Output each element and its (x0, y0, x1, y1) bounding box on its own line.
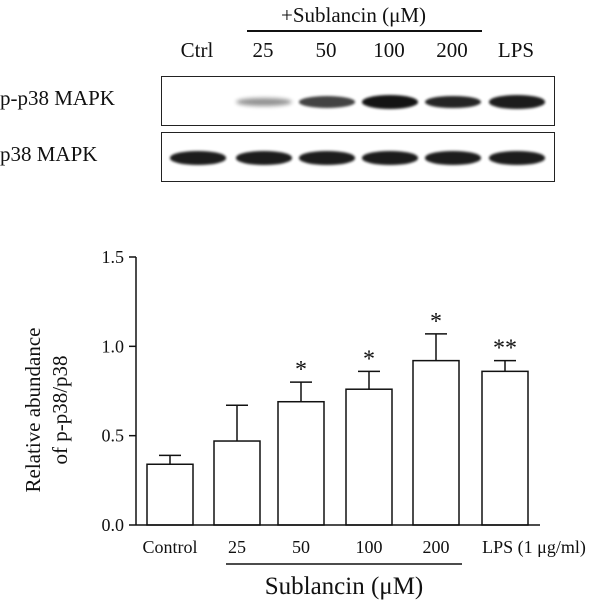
band-row1-lane5 (489, 151, 545, 165)
y-tick-label: 1.5 (102, 247, 125, 267)
significance-marker: * (363, 346, 375, 372)
band-row0-lane2 (299, 96, 355, 108)
band-row0-lane5 (489, 95, 545, 109)
lane-label-3: 100 (373, 38, 405, 62)
y-axis: 0.0 0.5 1.0 1.5 (102, 247, 137, 535)
blot-strip-p38 (161, 132, 555, 182)
bar (481, 370, 529, 526)
y-tick-label: 0.5 (102, 426, 125, 446)
y-tick-label: 0.0 (102, 515, 125, 535)
bar (345, 388, 393, 526)
significance-marker: ** (493, 336, 517, 362)
bar (213, 440, 261, 526)
bar (412, 359, 460, 526)
treatment-header-line (247, 30, 482, 32)
significance-marker: * (295, 357, 307, 383)
band-row0-lane3 (362, 95, 418, 109)
y-tick-label: 1.0 (102, 336, 125, 356)
lane-label-0: Ctrl (180, 38, 214, 62)
y-axis-label-line1: Relative abundance (21, 327, 45, 492)
x-tick-label: LPS (1 μg/ml) (482, 537, 586, 558)
band-row1-lane4 (425, 151, 481, 165)
x-axis-label: Sublancin (μM) (265, 573, 424, 600)
x-tick-label: 200 (423, 537, 450, 557)
x-axis: Control 25 50 100 200 LPS (1 μg/ml) (136, 524, 586, 558)
bars: * **** (146, 309, 529, 526)
x-tick-label: 50 (292, 537, 310, 557)
band-row1-lane3 (362, 151, 418, 165)
x-tick-label: Control (142, 537, 197, 557)
treatment-header: +Sublancin (μM) (281, 3, 427, 27)
lane-label-5: LPS (497, 38, 535, 62)
lane-label-2: 50 (315, 38, 337, 62)
bar (277, 400, 325, 526)
y-axis-label-line2: of p-p38/p38 (48, 355, 72, 464)
band-row1-lane1 (236, 151, 292, 165)
band-row0-lane4 (425, 95, 481, 109)
band-row1-lane0 (170, 151, 226, 165)
band-row0-lane1 (236, 98, 292, 106)
x-tick-label: 100 (356, 537, 383, 557)
band-row1-lane2 (299, 151, 355, 165)
row-label-p-p38: p-p38 MAPK (0, 86, 115, 110)
lane-label-4: 200 (436, 38, 468, 62)
lane-label-1: 25 (252, 38, 274, 62)
significance-marker: * (430, 309, 442, 335)
blot-strip-p-p38 (161, 76, 555, 126)
row-label-p38: p38 MAPK (0, 142, 98, 166)
x-tick-label: 25 (228, 537, 246, 557)
bar (146, 463, 194, 526)
